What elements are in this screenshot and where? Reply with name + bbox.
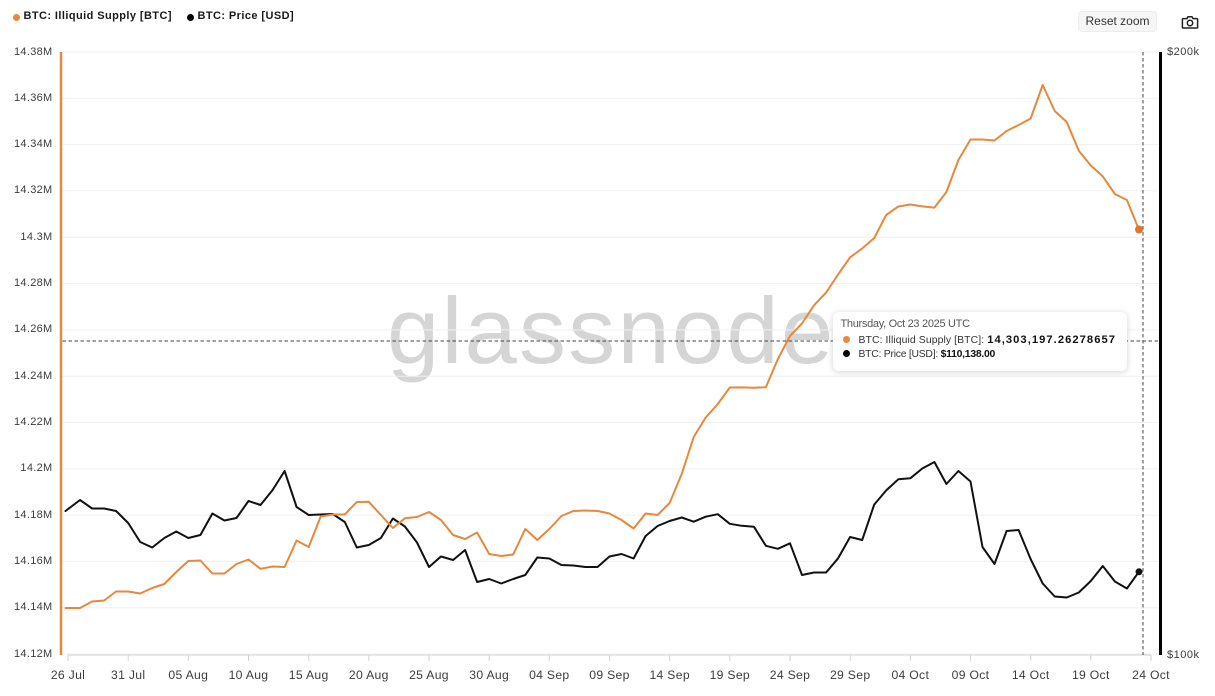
svg-text:glassnode: glassnode	[387, 278, 835, 383]
